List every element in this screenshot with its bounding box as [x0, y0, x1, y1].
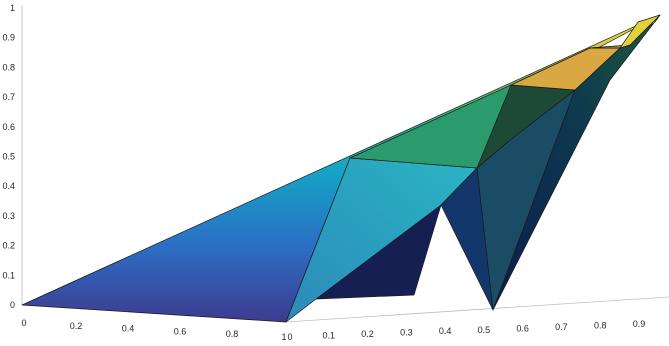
tick-label: 0.4 [439, 326, 452, 336]
tick-label: 0 [21, 318, 26, 328]
tick-label: 0.5 [478, 325, 491, 335]
tick-label: 0.1 [323, 331, 336, 341]
tick-label: 0.6 [2, 122, 15, 132]
tick-label: 1 [281, 332, 286, 342]
y-axis-line [285, 296, 669, 323]
tick-label: 0.3 [400, 328, 413, 338]
tick-label: 0.6 [174, 326, 187, 336]
tick-label: 0.8 [2, 62, 15, 72]
tick-label: 0.8 [226, 329, 239, 339]
tick-label: 0.1 [2, 270, 15, 280]
surface-facets [21, 14, 661, 323]
tick-label: 0.9 [2, 33, 15, 43]
y-axis-ticks: 0 0.1 0.2 0.3 0.4 0.5 0.6 0.7 0.8 0.9 [287, 319, 645, 342]
tick-label: 0.3 [2, 211, 15, 221]
tick-label: 0.7 [2, 92, 15, 102]
z-axis-ticks: 0 0.1 0.2 0.3 0.4 0.5 0.6 0.7 0.8 0.9 1 [2, 3, 15, 310]
tick-label: 0.4 [2, 181, 15, 191]
tick-label: 0.6 [516, 323, 529, 333]
tick-label: 0.2 [2, 241, 15, 251]
tick-label: 0.7 [555, 322, 568, 332]
tick-label: 0.5 [2, 152, 15, 162]
tick-label: 0.8 [594, 320, 607, 330]
tick-label: 0.4 [122, 324, 135, 334]
tick-label: 0.2 [70, 321, 83, 331]
tick-label: 0.2 [361, 329, 374, 339]
tick-label: 1 [10, 3, 15, 13]
tick-label: 0 [10, 300, 15, 310]
surface-facet [619, 14, 661, 49]
tick-label: 0.9 [633, 319, 646, 329]
tick-label: 0 [287, 332, 292, 342]
x-axis-ticks: 0 0.2 0.4 0.6 0.8 1 [21, 318, 286, 342]
